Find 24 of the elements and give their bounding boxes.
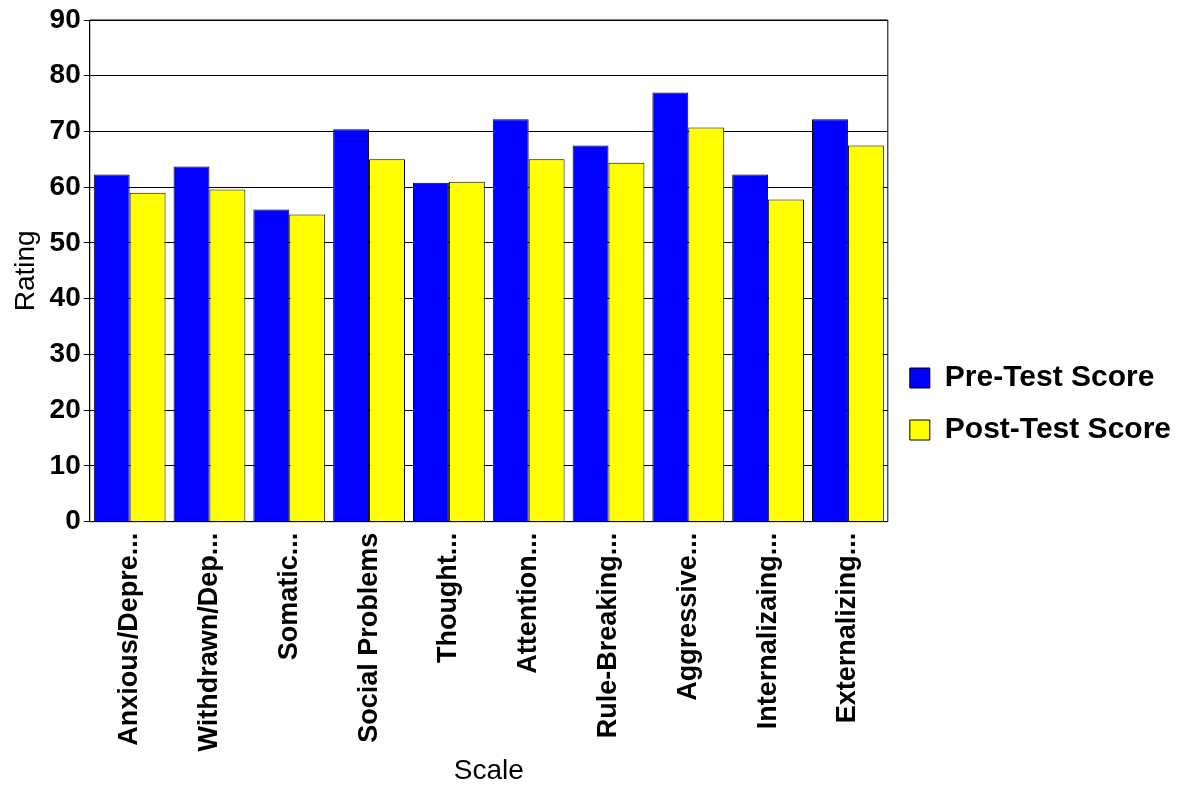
x-tick-label: Rule-Breaking...	[591, 532, 622, 739]
y-tick-label: 0	[65, 504, 81, 536]
x-tick-label: Aggressive...	[671, 532, 702, 701]
x-tick-label: Externalizing...	[831, 532, 862, 724]
y-tick-label: 30	[49, 337, 81, 369]
y-tick-label: 20	[49, 392, 81, 424]
y-tick-label: 50	[49, 225, 81, 257]
x-tick-label: Internalizaing...	[751, 532, 782, 730]
y-axis-title: Rating	[8, 230, 40, 312]
x-tick-label: Withdrawn/Dep...	[192, 532, 223, 752]
y-tick-label: 40	[49, 281, 81, 313]
x-tick-label: Attention...	[512, 532, 543, 674]
x-tick-label: Somatic...	[272, 532, 303, 661]
y-tick-label: 70	[49, 114, 81, 146]
legend-label: Pre-Test Score	[944, 359, 1155, 393]
x-axis-title: Scale	[453, 753, 524, 785]
x-tick-label: Social Problems	[352, 532, 383, 743]
y-tick-label: 80	[49, 58, 81, 90]
y-tick-label: 10	[49, 448, 81, 480]
y-tick-label: 60	[49, 169, 81, 201]
y-tick-label: 90	[49, 2, 81, 34]
x-tick-label: Anxious/Depre...	[113, 532, 144, 746]
legend-label: Post-Test Score	[944, 411, 1171, 445]
x-tick-label: Thought...	[432, 532, 463, 664]
